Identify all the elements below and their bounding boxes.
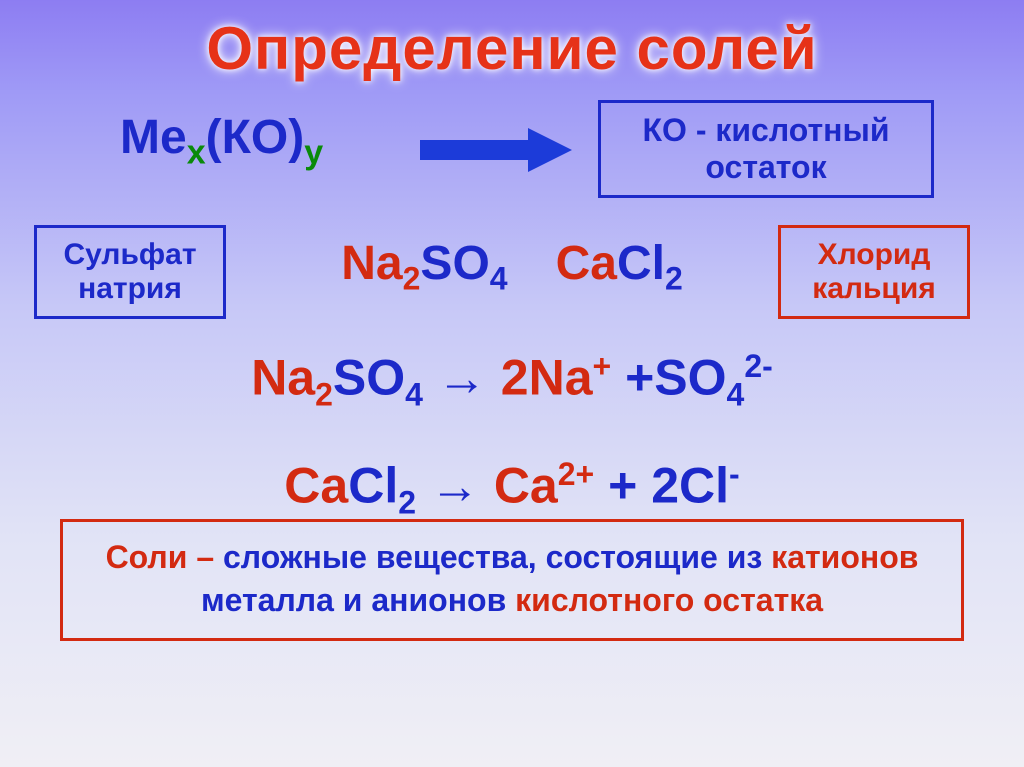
slide: Определение солей Мех(КО)у КО - кислотны… bbox=[0, 0, 1024, 767]
formula-open: ( bbox=[206, 111, 222, 164]
box-ko-line2: остаток bbox=[643, 149, 890, 186]
d1-socharge: 2- bbox=[744, 348, 772, 384]
box-acid-residue: КО - кислотный остаток bbox=[598, 100, 934, 198]
d1-naplus: + bbox=[593, 348, 612, 384]
example-formulas: Na2SO4CaCl2 bbox=[262, 236, 762, 298]
box-sodium-sulfate: Сульфат натрия bbox=[34, 225, 226, 319]
ex-cl2: 2 bbox=[665, 261, 683, 297]
arrow-head bbox=[528, 128, 572, 172]
d1-r2: 2 bbox=[501, 350, 529, 406]
footer-body1: сложные вещества, состоящие из bbox=[223, 539, 771, 575]
d1-arrow: → bbox=[437, 349, 487, 407]
ex-cl: Cl bbox=[617, 237, 665, 290]
footer-lead: Соли – bbox=[106, 539, 223, 575]
d2-r2: 2 bbox=[651, 458, 679, 514]
footer-body2: металла и анионов bbox=[201, 582, 515, 618]
ex-so: SO bbox=[420, 237, 489, 290]
box-sulf-line2: натрия bbox=[63, 272, 196, 307]
d2-cl: Cl bbox=[348, 458, 398, 514]
d1-4: 4 bbox=[405, 377, 423, 413]
d2-arrow: → bbox=[430, 457, 480, 515]
slide-title: Определение солей bbox=[0, 14, 1024, 83]
d2-rca: Ca bbox=[494, 458, 558, 514]
arrow-icon bbox=[420, 132, 570, 168]
d1-so: SO bbox=[333, 350, 405, 406]
formula-ko: КО bbox=[222, 111, 289, 164]
definition-box: Соли – сложные вещества, состоящие из ка… bbox=[60, 519, 964, 641]
ex-so4: 4 bbox=[490, 261, 508, 297]
d1-plus: + bbox=[611, 350, 654, 406]
d2-rcl: Cl bbox=[679, 458, 729, 514]
general-formula: Мех(КО)у bbox=[120, 110, 323, 173]
arrow-shaft bbox=[420, 140, 530, 160]
formula-me: Ме bbox=[120, 111, 187, 164]
ex-na2: 2 bbox=[403, 261, 421, 297]
dissociation-na2so4: Na2SO4 → 2Na+ +SO42- bbox=[0, 348, 1024, 414]
formula-close: ) bbox=[288, 111, 304, 164]
d1-rna: Na bbox=[529, 350, 593, 406]
box-ko-line1: КО - кислотный bbox=[643, 112, 890, 149]
box-calcium-chloride: Хлорид кальция bbox=[778, 225, 970, 319]
d1-rso: SO bbox=[654, 350, 726, 406]
d1-na: Na bbox=[251, 350, 315, 406]
d2-clcharge: - bbox=[729, 456, 740, 492]
formula-y: у bbox=[304, 134, 323, 172]
footer-cations: катионов bbox=[771, 539, 918, 575]
d2-plus: + bbox=[594, 458, 651, 514]
formula-x: х bbox=[187, 134, 206, 172]
ex-na: Na bbox=[341, 237, 402, 290]
d2-cacharge: 2+ bbox=[558, 456, 594, 492]
footer-residue: кислотного остатка bbox=[515, 582, 823, 618]
d1-2: 2 bbox=[315, 377, 333, 413]
d2-2: 2 bbox=[398, 485, 416, 521]
ex-ca: Ca bbox=[556, 237, 617, 290]
d2-ca: Ca bbox=[284, 458, 348, 514]
box-chlor-line1: Хлорид bbox=[812, 238, 936, 273]
box-sulf-line1: Сульфат bbox=[63, 238, 196, 273]
box-chlor-line2: кальция bbox=[812, 272, 936, 307]
d1-r4: 4 bbox=[727, 377, 745, 413]
dissociation-cacl2: CaCl2 → Ca2+ + 2Cl- bbox=[0, 456, 1024, 522]
